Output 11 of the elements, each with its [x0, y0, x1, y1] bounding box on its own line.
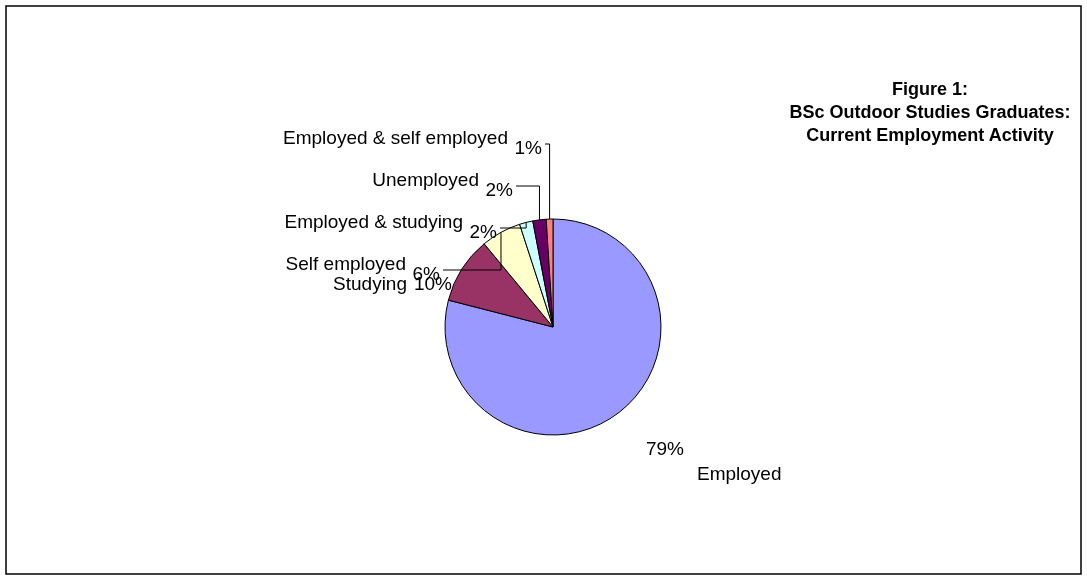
slice-label: Self employed — [285, 253, 406, 274]
slice-label: Employed & studying — [284, 211, 463, 232]
slice-label: Unemployed — [372, 169, 479, 190]
slice-label: Studying — [333, 273, 407, 294]
slice-label: Employed & self employed — [283, 127, 508, 148]
data-label: 1% — [514, 137, 543, 158]
data-label: 2% — [485, 179, 514, 200]
data-label: 2% — [469, 221, 498, 242]
slice-label: Employed — [697, 463, 782, 484]
data-label: 79% — [645, 438, 685, 459]
text: Figure 1: BSc Outdoor Studies Graduates: Current Employment Activity — [789, 79, 1071, 145]
